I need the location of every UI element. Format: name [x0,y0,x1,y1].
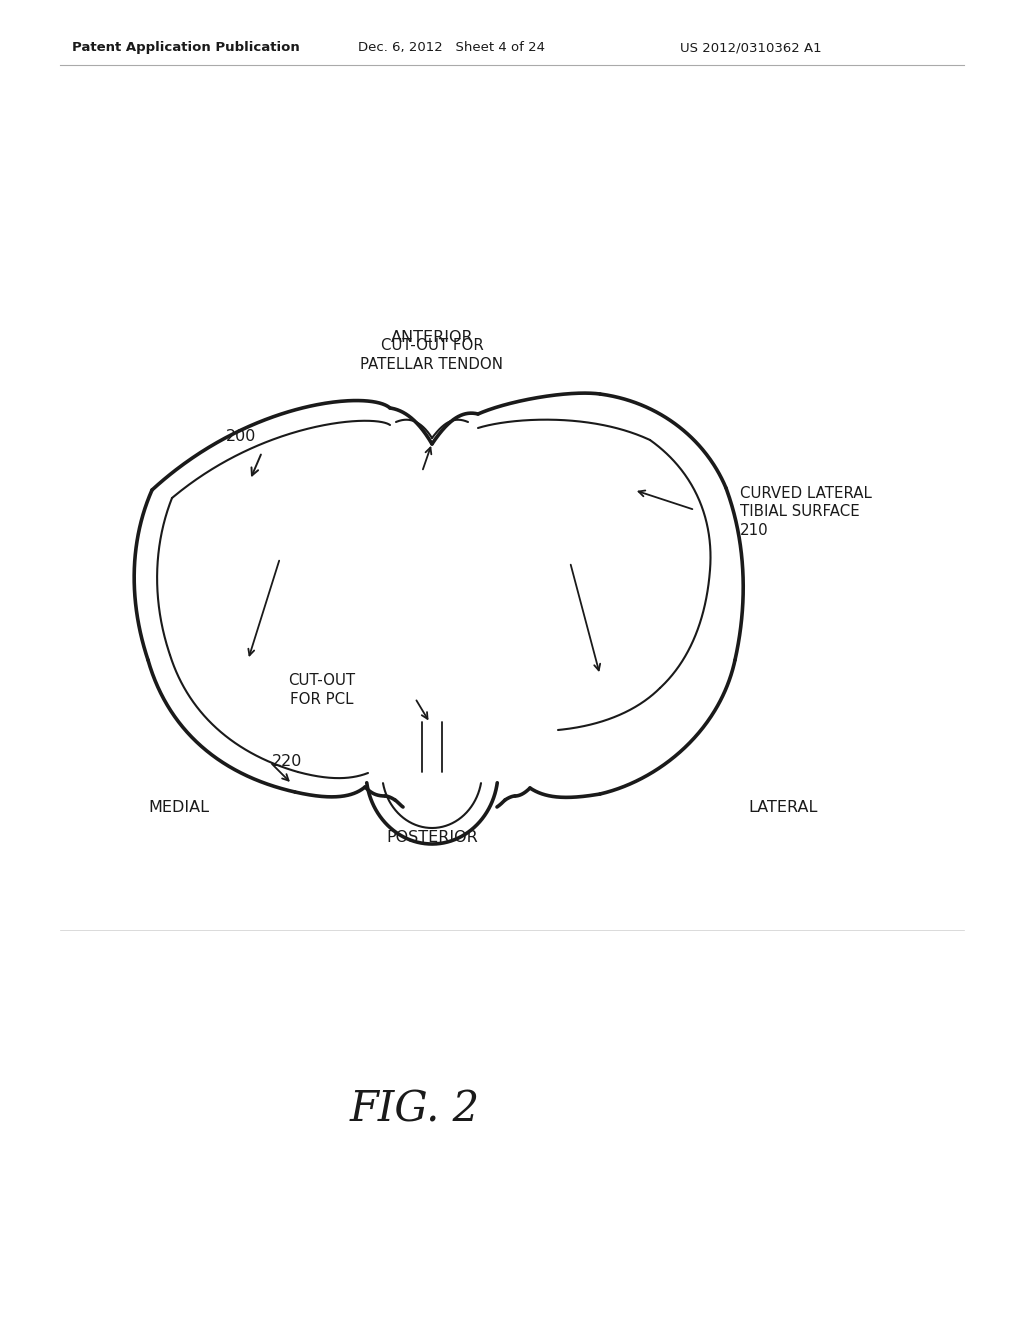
Text: CUT-OUT
FOR PCL: CUT-OUT FOR PCL [288,673,355,706]
Text: 220: 220 [272,755,302,770]
Text: ANTERIOR: ANTERIOR [391,330,473,346]
Text: MEDIAL: MEDIAL [148,800,209,816]
Text: Patent Application Publication: Patent Application Publication [72,41,300,54]
Text: US 2012/0310362 A1: US 2012/0310362 A1 [680,41,821,54]
Text: 200: 200 [225,429,256,444]
Text: FIG. 2: FIG. 2 [350,1089,480,1131]
Text: Dec. 6, 2012   Sheet 4 of 24: Dec. 6, 2012 Sheet 4 of 24 [358,41,545,54]
Text: CURVED LATERAL
TIBIAL SURFACE
210: CURVED LATERAL TIBIAL SURFACE 210 [740,486,871,539]
Text: CUT-OUT FOR
PATELLAR TENDON: CUT-OUT FOR PATELLAR TENDON [360,338,504,372]
Text: POSTERIOR: POSTERIOR [386,829,478,845]
Text: LATERAL: LATERAL [748,800,817,816]
